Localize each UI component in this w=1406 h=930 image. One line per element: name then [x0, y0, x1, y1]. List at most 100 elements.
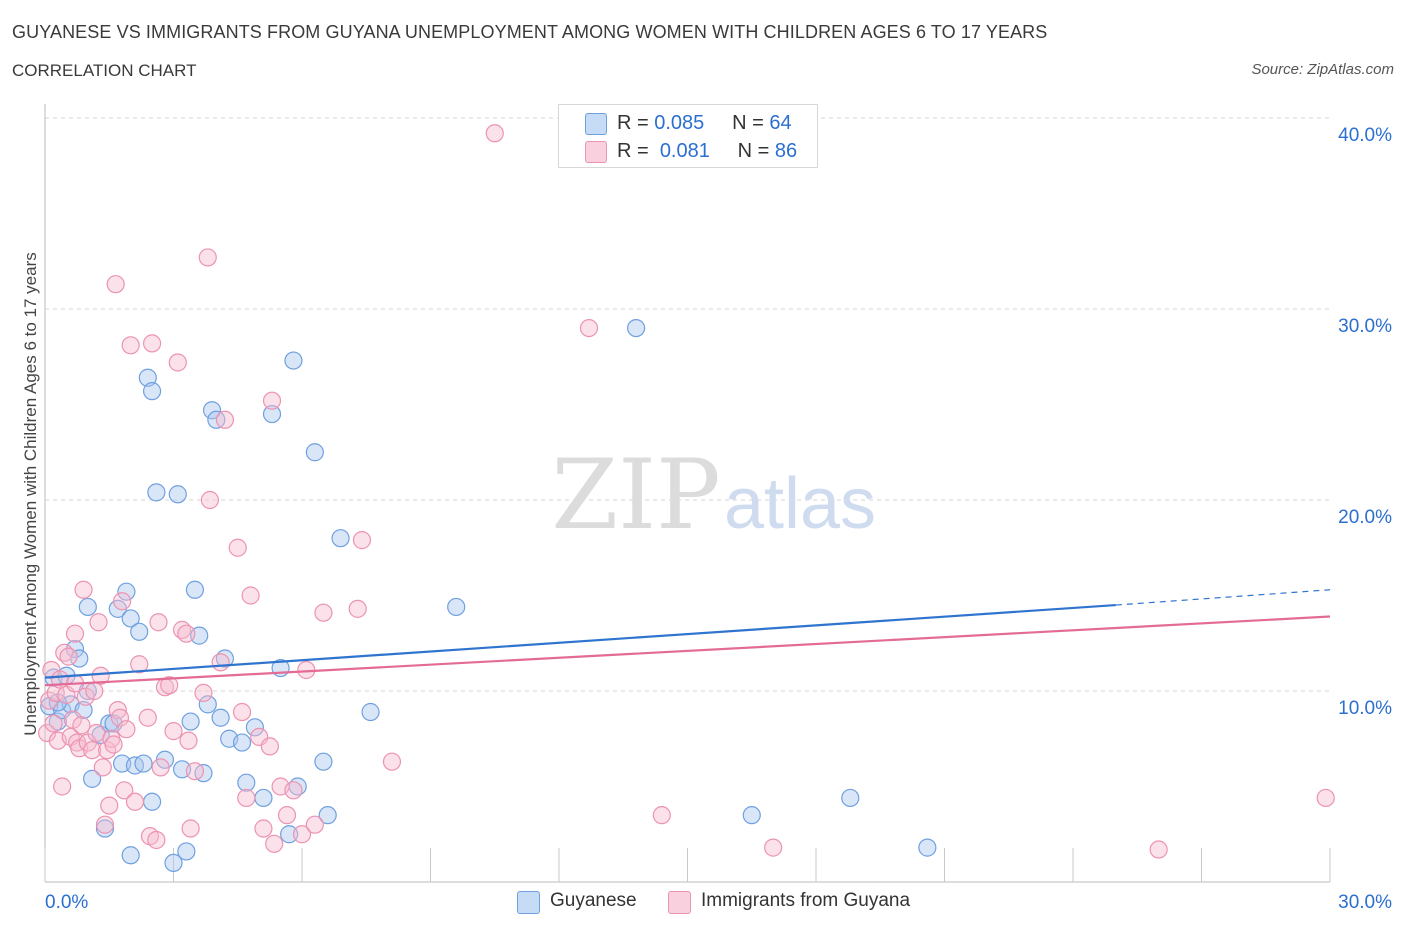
immigrants-point	[181, 819, 200, 838]
immigrants-point	[215, 410, 234, 429]
immigrants-point	[652, 806, 671, 825]
guyanese-point	[742, 806, 761, 825]
immigrants-point	[348, 599, 367, 618]
immigrants-point	[185, 762, 205, 781]
immigrants-point	[194, 683, 213, 703]
guyanese-point	[361, 702, 380, 722]
axis-labels: 10.0% 20.0% 30.0% 40.0% 0.0% 30.0% Unemploymen…	[21, 125, 1392, 913]
immigrants-trend-line	[44, 615, 1331, 687]
guyanese-point	[237, 773, 256, 792]
immigrants-point	[254, 819, 273, 838]
watermark-atlas: atlas	[724, 464, 876, 544]
n-label: N =	[732, 112, 764, 134]
immigrants-point	[314, 603, 333, 622]
guyanese-point	[134, 754, 153, 773]
immigrants-point	[200, 490, 220, 510]
guyanese-swatch	[585, 113, 607, 135]
guyanese-point	[168, 485, 187, 504]
guyanese-point	[78, 597, 97, 617]
immigrants-point	[74, 580, 93, 599]
immigrants-point	[277, 806, 297, 825]
guyanese-point	[185, 580, 205, 599]
guyanese-point	[841, 788, 860, 808]
guyanese-point	[164, 853, 183, 873]
immigrants-point	[265, 834, 284, 853]
guyanese-legend-label: Guyanese	[550, 890, 637, 911]
immigrants-point	[352, 531, 372, 550]
guyanese-point	[121, 609, 140, 628]
guyanese-point	[117, 582, 136, 601]
guyanese-point	[280, 825, 299, 844]
immigrants-point	[292, 825, 312, 844]
r-value: 0.081	[659, 140, 710, 162]
immigrants-point	[262, 391, 282, 410]
guyanese-point	[245, 718, 264, 737]
immigrants-point	[382, 752, 402, 771]
immigrants-legend-swatch	[668, 891, 691, 914]
immigrants-point	[168, 353, 187, 372]
immigrants-point	[89, 613, 108, 632]
immigrants-point	[44, 714, 63, 733]
guyanese-point	[121, 846, 140, 865]
n-value: 64	[769, 112, 792, 134]
legend-immigrants-text: R = 0.081 N = 86	[617, 140, 797, 163]
n-value: 86	[774, 140, 798, 162]
immigrants-point	[112, 592, 132, 611]
immigrants-point	[211, 653, 230, 672]
guyanese-point	[177, 842, 196, 861]
immigrants-point	[59, 647, 78, 666]
immigrants-point	[117, 720, 136, 739]
immigrants-point	[72, 716, 91, 735]
correlation-legend: R = 0.085 N = 64 R = 0.081 N = 86	[558, 104, 818, 168]
r-label: R =	[617, 112, 649, 134]
x-tick-label-min: 0.0%	[45, 892, 88, 913]
chart-title: GUYANESE VS IMMIGRANTS FROM GUYANA UNEMP…	[12, 22, 1048, 42]
guyanese-point	[232, 733, 252, 752]
immigrants-point	[130, 655, 149, 674]
immigrants-point	[232, 702, 252, 722]
immigrants-point	[53, 777, 72, 796]
immigrants-point	[1316, 788, 1335, 808]
immigrants-point	[260, 737, 279, 756]
source-label: Source: ZipAtlas.com	[1251, 61, 1394, 78]
guyanese-point	[284, 351, 303, 370]
immigrants-point	[241, 586, 260, 605]
immigrants-point	[764, 838, 783, 857]
immigrants-point	[115, 781, 134, 800]
guyanese-point	[331, 529, 350, 548]
guyanese-point	[95, 819, 115, 838]
immigrants-point	[198, 248, 217, 267]
immigrants-point	[65, 624, 85, 643]
guyanese-point	[181, 712, 200, 731]
immigrants-point	[106, 275, 125, 294]
y-tick-label: 30.0%	[1338, 316, 1392, 337]
guyanese-point	[262, 404, 282, 424]
guyanese-point	[318, 806, 337, 825]
watermark-zip: ZIP	[551, 439, 720, 551]
immigrants-legend-label: Immigrants from Guyana	[701, 890, 911, 911]
immigrants-point	[305, 815, 324, 834]
guyanese-point	[198, 695, 217, 714]
guyanese-point	[83, 769, 102, 788]
immigrants-point	[579, 319, 599, 338]
immigrants-point	[147, 830, 166, 850]
immigrants-point	[93, 758, 112, 777]
y-tick-label: 40.0%	[1338, 125, 1392, 146]
r-value: 0.085	[654, 112, 705, 134]
immigrants-point	[177, 624, 196, 643]
guyanese-point	[626, 319, 646, 338]
immigrants-point	[83, 741, 102, 760]
watermark: ZIP atlas	[551, 439, 876, 551]
chart-subtitle: CORRELATION CHART	[12, 61, 197, 80]
immigrants-point	[237, 788, 256, 808]
immigrants-point	[228, 538, 247, 557]
guyanese-point	[202, 401, 222, 420]
immigrants-point	[284, 781, 303, 800]
guyanese-point	[65, 639, 85, 659]
guyanese-point	[142, 792, 162, 811]
immigrants-point	[110, 708, 130, 727]
y-tick-label: 10.0%	[1338, 698, 1392, 719]
guyanese-point	[305, 443, 324, 462]
axes	[44, 104, 1331, 883]
